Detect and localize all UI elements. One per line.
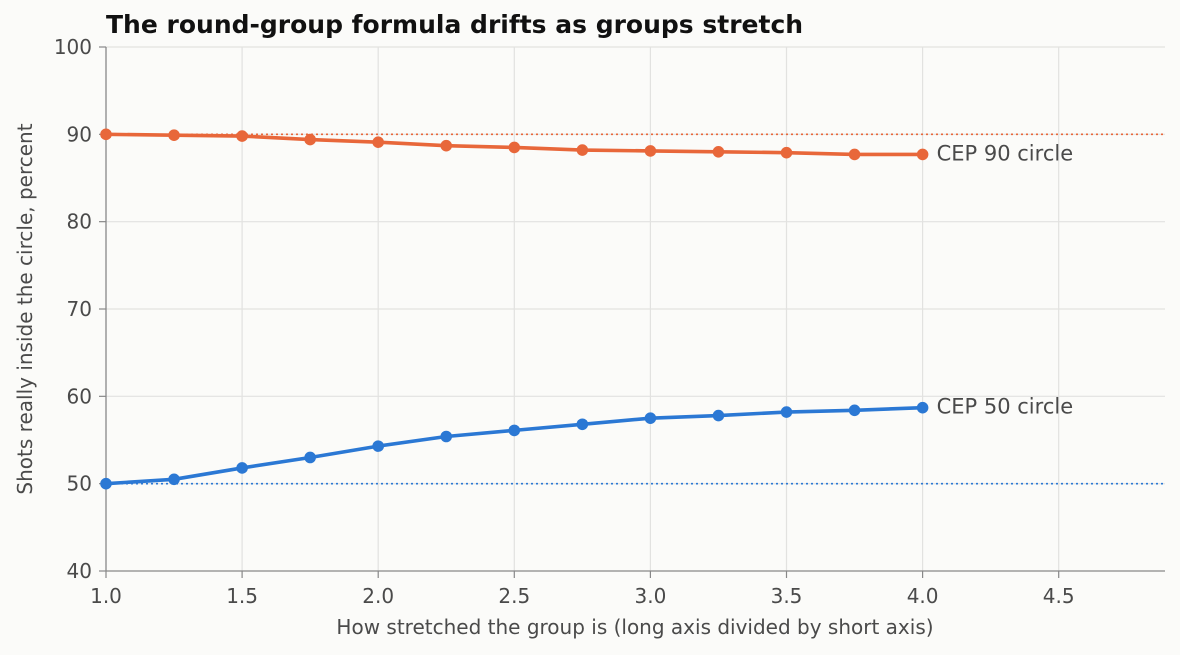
x-tick-label: 2.0 bbox=[362, 584, 394, 608]
data-point bbox=[372, 440, 385, 452]
grid bbox=[106, 46, 1165, 571]
series: CEP 90 circle CEP 50 circle bbox=[100, 128, 1074, 490]
data-point bbox=[440, 430, 453, 443]
data-point bbox=[236, 462, 248, 474]
data-point bbox=[168, 473, 180, 486]
y-tick-label: 40 bbox=[67, 559, 92, 583]
series-label: CEP 50 circle bbox=[937, 395, 1074, 419]
y-ticks: 40 50 60 70 80 90 100 bbox=[54, 35, 106, 583]
y-tick-label: 100 bbox=[54, 35, 92, 59]
data-point bbox=[916, 148, 929, 161]
data-point bbox=[916, 401, 929, 414]
data-point bbox=[100, 128, 112, 141]
data-point bbox=[508, 141, 521, 154]
data-point bbox=[780, 406, 793, 418]
x-tick-label: 1.5 bbox=[226, 584, 258, 608]
data-point bbox=[100, 477, 112, 490]
x-tick-label: 3.0 bbox=[634, 584, 666, 608]
x-tick-label: 2.5 bbox=[498, 584, 530, 608]
x-tick-label: 4.5 bbox=[1043, 584, 1075, 608]
y-tick-label: 70 bbox=[67, 297, 92, 321]
x-axis-label: How stretched the group is (long axis di… bbox=[336, 615, 933, 639]
series-label: CEP 90 circle bbox=[937, 141, 1074, 165]
data-point bbox=[848, 148, 861, 161]
data-point bbox=[576, 418, 589, 431]
x-tick-label: 3.5 bbox=[771, 584, 803, 608]
data-point bbox=[712, 146, 725, 158]
y-tick-label: 90 bbox=[67, 122, 92, 146]
data-point bbox=[644, 412, 657, 424]
x-ticks: 1.0 1.5 2.0 2.5 3.0 3.5 4.0 4.5 bbox=[90, 571, 1075, 608]
y-tick-label: 60 bbox=[67, 384, 92, 408]
x-tick-label: 1.0 bbox=[90, 584, 122, 608]
chart-title: The round-group formula drifts as groups… bbox=[106, 10, 803, 39]
data-point bbox=[372, 136, 385, 148]
y-tick-label: 80 bbox=[67, 210, 92, 234]
data-point bbox=[644, 145, 657, 157]
data-point bbox=[304, 451, 316, 464]
data-point bbox=[848, 404, 861, 417]
y-axis-label: Shots really inside the circle, percent bbox=[13, 123, 37, 494]
reference-lines bbox=[106, 133, 1165, 485]
data-point bbox=[440, 139, 453, 152]
data-point bbox=[236, 130, 248, 142]
data-point bbox=[508, 424, 521, 437]
data-point bbox=[168, 129, 180, 142]
data-point bbox=[780, 146, 793, 159]
data-point bbox=[712, 409, 725, 422]
data-point bbox=[576, 144, 589, 156]
data-point bbox=[304, 133, 316, 146]
x-tick-label: 4.0 bbox=[907, 584, 939, 608]
y-tick-label: 50 bbox=[67, 472, 92, 496]
